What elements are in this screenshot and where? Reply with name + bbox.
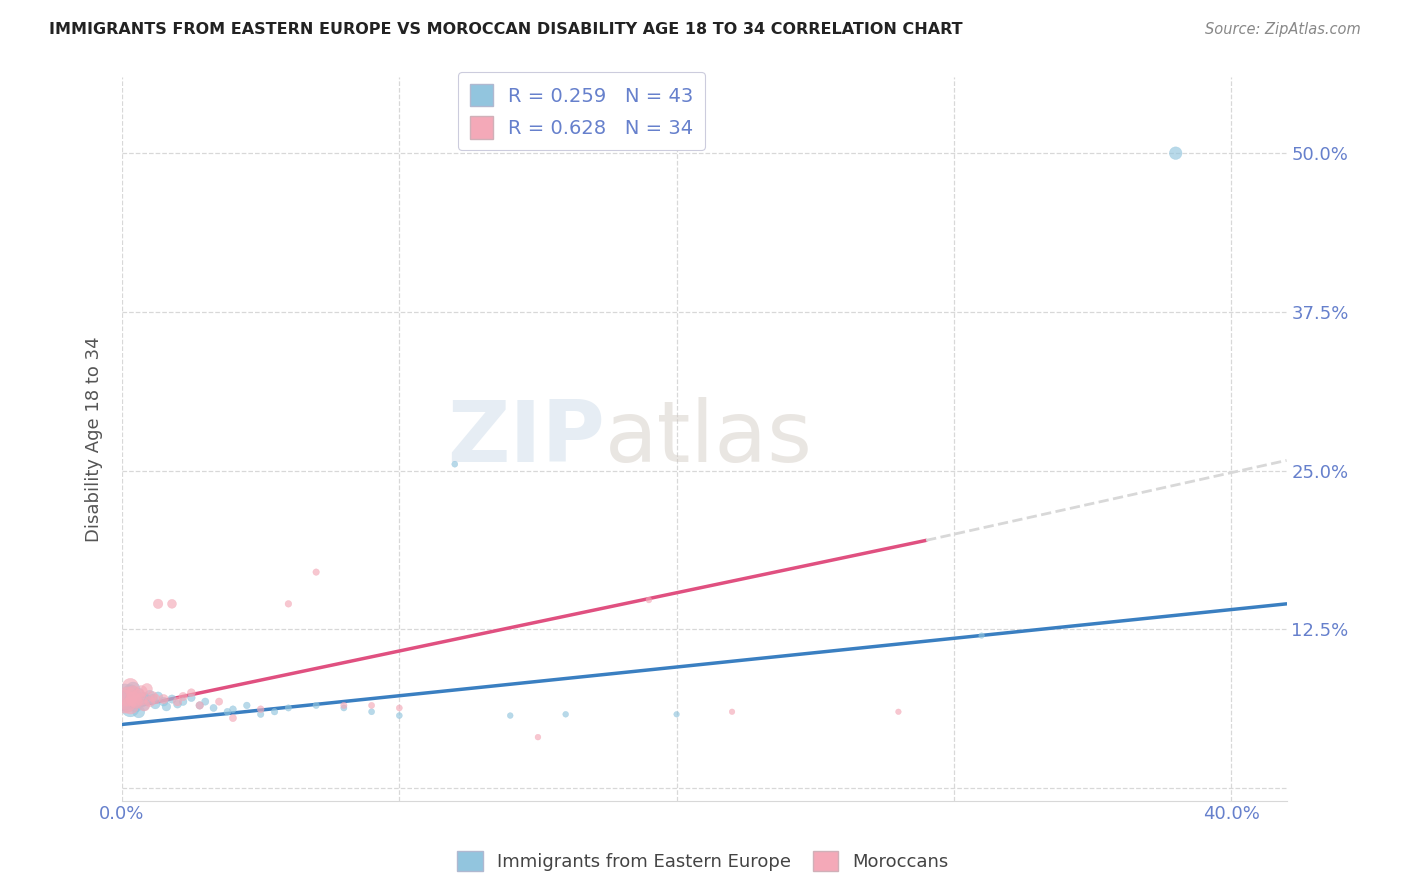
Point: [388, 701, 411, 715]
Point: [120, 686, 142, 700]
Point: [141, 692, 163, 706]
Point: [131, 695, 153, 709]
Point: [160, 597, 183, 611]
Point: [122, 681, 145, 696]
Point: [721, 705, 744, 719]
Point: [128, 688, 150, 702]
Legend: R = 0.259   N = 43, R = 0.628   N = 34: R = 0.259 N = 43, R = 0.628 N = 34: [458, 72, 706, 150]
Point: [122, 686, 145, 700]
Point: [152, 695, 174, 709]
Point: [152, 692, 174, 706]
Point: [146, 597, 169, 611]
Point: [125, 695, 148, 709]
Point: [222, 711, 245, 725]
Point: [139, 688, 162, 702]
Point: [360, 705, 382, 719]
Point: [222, 702, 245, 716]
Point: [166, 695, 188, 709]
Point: [136, 693, 159, 707]
Point: [143, 692, 166, 706]
Point: [114, 690, 136, 704]
Text: atlas: atlas: [606, 397, 813, 480]
Point: [166, 697, 188, 711]
Point: [134, 690, 156, 705]
Point: [277, 597, 299, 611]
Point: [128, 687, 150, 701]
Point: [527, 730, 550, 744]
Point: [125, 698, 148, 713]
Point: [134, 698, 156, 713]
Point: [117, 695, 139, 709]
Point: [172, 695, 194, 709]
Point: [443, 457, 465, 471]
Legend: Immigrants from Eastern Europe, Moroccans: Immigrants from Eastern Europe, Moroccan…: [450, 844, 956, 879]
Point: [172, 690, 194, 704]
Point: [554, 707, 576, 722]
Point: [499, 708, 522, 723]
Point: [305, 698, 328, 713]
Point: [160, 692, 183, 706]
Point: [188, 698, 211, 713]
Point: [388, 708, 411, 723]
Point: [194, 695, 217, 709]
Point: [249, 707, 271, 722]
Point: [122, 692, 145, 706]
Point: [125, 690, 148, 704]
Point: [136, 681, 159, 696]
Point: [131, 684, 153, 698]
Point: [117, 690, 139, 704]
Point: [887, 705, 910, 719]
Point: [249, 702, 271, 716]
Point: [143, 697, 166, 711]
Point: [131, 692, 153, 706]
Point: [263, 705, 285, 719]
Point: [970, 629, 993, 643]
Point: [236, 698, 259, 713]
Point: [1164, 146, 1187, 161]
Point: [146, 690, 169, 704]
Point: [122, 692, 145, 706]
Point: [180, 690, 202, 705]
Point: [188, 698, 211, 713]
Text: ZIP: ZIP: [447, 397, 606, 480]
Text: IMMIGRANTS FROM EASTERN EUROPE VS MOROCCAN DISABILITY AGE 18 TO 34 CORRELATION C: IMMIGRANTS FROM EASTERN EUROPE VS MOROCC…: [49, 22, 963, 37]
Y-axis label: Disability Age 18 to 34: Disability Age 18 to 34: [86, 336, 103, 541]
Point: [120, 701, 142, 715]
Point: [202, 701, 225, 715]
Point: [114, 695, 136, 709]
Point: [134, 698, 156, 713]
Point: [141, 690, 163, 704]
Point: [277, 701, 299, 715]
Point: [208, 695, 231, 709]
Point: [637, 593, 659, 607]
Point: [120, 679, 142, 693]
Point: [120, 698, 142, 713]
Point: [128, 705, 150, 719]
Point: [155, 699, 177, 714]
Point: [217, 705, 239, 719]
Point: [665, 707, 688, 722]
Point: [333, 698, 356, 713]
Point: [139, 695, 162, 709]
Text: Source: ZipAtlas.com: Source: ZipAtlas.com: [1205, 22, 1361, 37]
Point: [305, 565, 328, 579]
Point: [180, 686, 202, 700]
Point: [333, 701, 356, 715]
Point: [360, 698, 382, 713]
